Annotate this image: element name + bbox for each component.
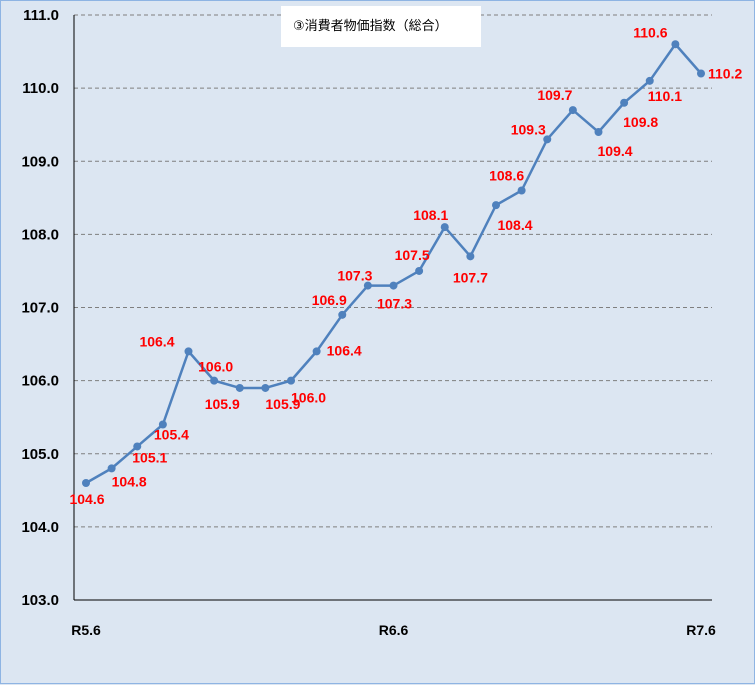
data-point xyxy=(568,106,577,115)
data-label: 107.3 xyxy=(337,268,372,284)
data-point xyxy=(235,383,244,392)
y-tick-label: 103.0 xyxy=(21,592,59,609)
y-tick-label: 111.0 xyxy=(23,7,59,24)
gridlines xyxy=(74,14,712,528)
data-label: 104.6 xyxy=(69,491,104,507)
y-tick-label: 108.0 xyxy=(21,226,59,243)
data-point xyxy=(210,376,219,385)
y-tick-label: 105.0 xyxy=(21,446,59,463)
y-tick-label: 110.0 xyxy=(22,80,59,97)
data-label: 107.7 xyxy=(453,269,488,285)
data-point xyxy=(415,266,424,275)
x-tick-label: R7.6 xyxy=(686,622,716,638)
data-label: 107.5 xyxy=(395,247,430,263)
data-label: 106.4 xyxy=(139,333,174,349)
data-point xyxy=(133,442,142,451)
data-point xyxy=(261,383,270,392)
data-point xyxy=(184,347,193,356)
y-tick-label: 107.0 xyxy=(21,300,59,317)
data-point xyxy=(492,201,500,210)
y-tick-label: 109.0 xyxy=(21,153,59,170)
data-label: 108.6 xyxy=(489,168,524,184)
data-point xyxy=(517,186,526,195)
data-label: 108.1 xyxy=(413,207,448,223)
data-label: 109.8 xyxy=(623,114,658,130)
data-point xyxy=(287,376,295,385)
data-label: 105.9 xyxy=(265,396,300,412)
data-label: 109.3 xyxy=(511,121,546,137)
data-label: 106.0 xyxy=(198,359,233,375)
data-point xyxy=(82,479,90,487)
data-label: 108.4 xyxy=(497,217,532,233)
data-point xyxy=(363,281,372,290)
data-point xyxy=(697,69,705,78)
data-point xyxy=(645,76,654,85)
data-point xyxy=(594,128,603,136)
y-axis-tick-labels: 103.0 104.0 105.0 106.0 107.0 108.0 109.0 110.0… xyxy=(21,7,59,609)
data-point xyxy=(158,420,167,429)
data-label: 105.1 xyxy=(132,449,167,465)
data-label: 110.6 xyxy=(633,24,667,40)
y-tick-label: 106.0 xyxy=(21,373,59,390)
data-point xyxy=(440,223,449,232)
y-tick-label: 104.0 xyxy=(21,519,59,536)
x-tick-label: R6.6 xyxy=(379,622,409,638)
data-label: 109.7 xyxy=(537,87,572,103)
data-label: 104.8 xyxy=(112,473,147,489)
data-label: 105.4 xyxy=(154,427,189,443)
data-label: 110.1 xyxy=(648,88,682,104)
data-point xyxy=(466,252,475,261)
data-label: 106.9 xyxy=(312,292,347,308)
data-point xyxy=(620,98,629,107)
data-label: 105.9 xyxy=(205,396,240,412)
series-polyline xyxy=(85,43,702,485)
data-point xyxy=(338,310,347,319)
x-tick-label: R5.6 xyxy=(71,622,101,638)
data-label: 110.2 xyxy=(708,66,742,82)
data-point xyxy=(543,135,552,144)
data-label: 107.3 xyxy=(377,296,412,312)
data-point xyxy=(312,347,321,356)
data-point xyxy=(671,40,680,49)
data-point xyxy=(389,281,398,290)
series-points xyxy=(82,40,705,487)
data-point xyxy=(107,464,116,473)
data-label: 106.4 xyxy=(327,342,362,358)
data-label: 109.4 xyxy=(598,143,633,159)
chart-title: ③消費者物価指数（総合） xyxy=(281,6,481,47)
series-line xyxy=(85,43,702,485)
x-axis-tick-labels: R5.6 R6.6 R7.6 xyxy=(71,622,716,638)
data-label: 106.0 xyxy=(291,390,326,406)
axes xyxy=(73,15,712,601)
